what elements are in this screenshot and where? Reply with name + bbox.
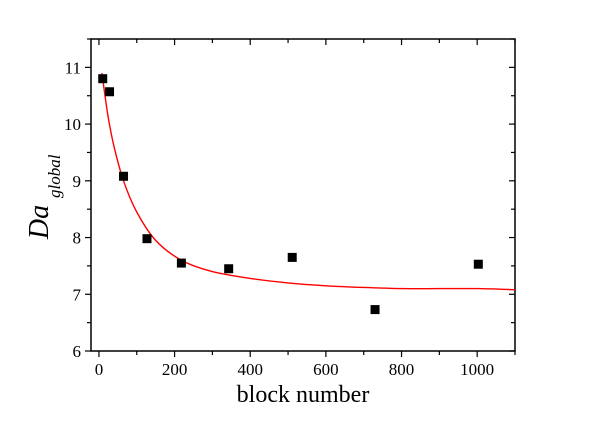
fit-curve-group xyxy=(101,72,516,291)
y-axis-label: Da global xyxy=(24,154,64,240)
data-point xyxy=(473,259,483,269)
x-tick-label: 200 xyxy=(162,360,188,379)
data-point xyxy=(142,234,152,244)
x-tick-label: 400 xyxy=(237,360,263,379)
y-tick-label: 9 xyxy=(73,172,82,191)
data-point xyxy=(176,258,186,268)
data-point xyxy=(98,74,108,84)
y-tick-label: 11 xyxy=(65,58,81,77)
x-tick-label: 800 xyxy=(389,360,415,379)
data-points xyxy=(98,74,483,315)
plot-frame xyxy=(90,38,516,352)
y-tick-label: 6 xyxy=(73,342,82,361)
data-point xyxy=(105,87,115,97)
data-point xyxy=(287,252,297,262)
y-tick-label: 8 xyxy=(73,229,82,248)
y-axis-label-subscript: global xyxy=(45,154,64,198)
y-tick-label: 7 xyxy=(73,285,82,304)
y-axis-label-main: Da xyxy=(24,205,55,240)
x-axis-label: block number xyxy=(237,382,370,408)
data-point xyxy=(119,171,129,181)
data-point xyxy=(370,305,380,315)
fit-curve xyxy=(101,72,516,291)
x-tick-label: 600 xyxy=(313,360,339,379)
x-tick-label: 1000 xyxy=(460,360,494,379)
axis-ticks: 0 200 400 600 800 1000 6 7 8 9 10 11 xyxy=(64,38,516,379)
x-tick-label: 0 xyxy=(95,360,104,379)
y-tick-label: 10 xyxy=(64,115,81,134)
data-point xyxy=(224,264,234,274)
